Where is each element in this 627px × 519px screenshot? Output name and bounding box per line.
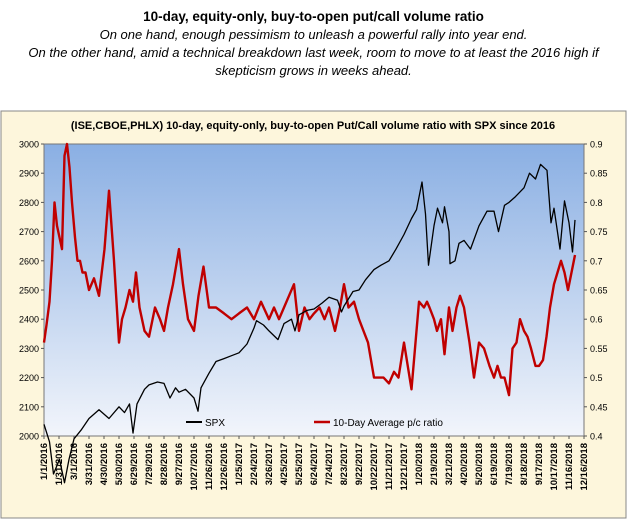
x-tick-label: 9/22/2017	[354, 443, 365, 485]
x-tick-label: 10/22/2017	[369, 443, 380, 491]
x-tick-label: 3/21/2018	[444, 443, 455, 485]
pc-ratio-line	[42, 142, 577, 397]
x-tick-label: 3/31/2016	[84, 443, 95, 485]
x-tick-label: 8/23/2017	[339, 443, 350, 485]
x-tick-label: 3/1/2016	[69, 443, 80, 480]
x-tick-label: 5/20/2018	[474, 443, 485, 485]
x-tick-label: 10/27/2016	[189, 443, 200, 491]
right-axis: 0.4 0.45 0.5 0.55 0.6 0.65 0.7 0.75 0.8 0.85 0.9	[584, 140, 608, 442]
left-axis: 2000 2100 2200 2300 2400 2500 2600 2700 2800 2900…	[19, 140, 44, 442]
right-tick-label: 0.65	[590, 286, 608, 296]
right-tick-label: 0.6	[590, 315, 603, 325]
left-tick-label: 2000	[19, 432, 39, 442]
x-tick-label: 7/19/2018	[504, 443, 515, 485]
right-tick-label: 0.9	[590, 140, 603, 150]
legend-label-spx: SPX	[205, 418, 225, 429]
caption-line-1: On one hand, enough pessimism to unleash…	[99, 27, 528, 42]
right-tick-label: 0.8	[590, 198, 603, 208]
x-tick-label: 11/21/2017	[384, 443, 395, 490]
left-tick-label: 2800	[19, 198, 39, 208]
right-tick-label: 0.45	[590, 402, 608, 412]
x-tick-label: 1/20/2018	[414, 443, 425, 485]
caption-title: 10-day, equity-only, buy-to-open put/cal…	[143, 9, 484, 24]
right-tick-label: 0.55	[590, 344, 608, 354]
x-tick-label: 12/16/2018	[579, 443, 590, 491]
x-axis: 1/1/2016 1/31/2016 3/1/2016 3/31/2016 4/30/2…	[39, 436, 590, 491]
x-tick-label: 8/28/2016	[159, 443, 170, 485]
x-tick-label: 11/26/2016	[204, 443, 215, 490]
left-tick-label: 2700	[19, 227, 39, 237]
x-tick-label: 8/18/2018	[519, 443, 530, 485]
left-tick-label: 2100	[19, 402, 39, 412]
caption-line-3: skepticism grows in weeks ahead.	[215, 63, 412, 78]
right-tick-label: 0.5	[590, 373, 603, 383]
spx-line	[43, 163, 576, 484]
x-tick-label: 5/30/2016	[114, 443, 125, 485]
x-tick-label: 9/17/2018	[534, 443, 545, 485]
x-tick-label: 10/17/2018	[549, 443, 560, 491]
left-tick-label: 2600	[19, 256, 39, 266]
x-tick-label: 6/24/2017	[309, 443, 320, 485]
series-layer	[42, 142, 577, 484]
legend-label-ratio: 10-Day Average p/c ratio	[333, 418, 443, 429]
legend: SPX 10-Day Average p/c ratio	[186, 418, 443, 429]
caption-line-2: On the other hand, amid a technical brea…	[28, 45, 599, 60]
x-tick-label: 5/25/2017	[294, 443, 305, 485]
x-tick-label: 4/20/2018	[459, 443, 470, 485]
left-tick-label: 2300	[19, 344, 39, 354]
x-tick-label: 3/26/2017	[264, 443, 275, 485]
x-tick-label: 4/25/2017	[279, 443, 290, 485]
x-tick-label: 7/29/2016	[144, 443, 155, 485]
left-tick-label: 2400	[19, 315, 39, 325]
x-tick-label: 11/16/2018	[564, 443, 575, 490]
x-tick-label: 2/24/2017	[249, 443, 260, 485]
x-tick-label: 2/19/2018	[429, 443, 440, 485]
right-tick-label: 0.7	[590, 256, 603, 266]
chart: (ISE,CBOE,PHLX) 10-day, equity-only, buy…	[0, 110, 627, 519]
left-tick-label: 2900	[19, 169, 39, 179]
left-tick-label: 2500	[19, 286, 39, 296]
chart-title: (ISE,CBOE,PHLX) 10-day, equity-only, buy…	[71, 120, 555, 132]
x-tick-label: 12/21/2017	[399, 443, 410, 491]
right-tick-label: 0.85	[590, 169, 608, 179]
x-tick-label: 1/25/2017	[234, 443, 245, 485]
left-tick-label: 2200	[19, 373, 39, 383]
right-tick-label: 0.4	[590, 432, 603, 442]
x-tick-label: 1/31/2016	[54, 443, 65, 485]
x-tick-label: 4/30/2016	[99, 443, 110, 485]
right-tick-label: 0.75	[590, 227, 608, 237]
x-tick-label: 9/27/2016	[174, 443, 185, 485]
plot-area	[43, 143, 585, 437]
x-tick-label: 7/24/2017	[324, 443, 335, 485]
x-tick-label: 6/29/2016	[129, 443, 140, 485]
x-tick-label: 6/19/2018	[489, 443, 500, 485]
left-tick-label: 3000	[19, 140, 39, 150]
figure-caption: 10-day, equity-only, buy-to-open put/cal…	[0, 8, 627, 80]
x-tick-label: 1/1/2016	[39, 443, 50, 480]
x-tick-label: 12/26/2016	[219, 443, 230, 491]
